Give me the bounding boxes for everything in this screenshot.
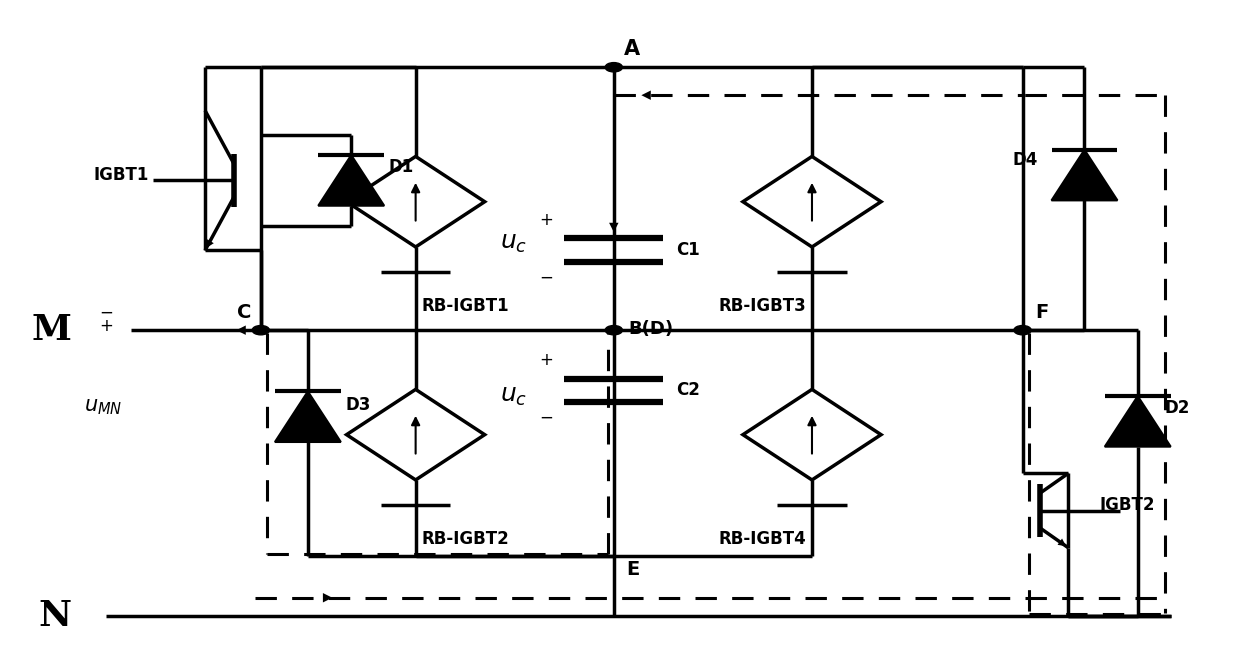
Text: $+$: $+$ (538, 211, 553, 229)
Polygon shape (319, 155, 384, 205)
Text: IGBT1: IGBT1 (94, 166, 149, 184)
Text: D4: D4 (1012, 151, 1038, 169)
Text: D3: D3 (345, 396, 371, 414)
Text: F: F (1035, 303, 1048, 322)
Text: C2: C2 (676, 382, 699, 400)
Circle shape (252, 325, 269, 335)
Text: IGBT2: IGBT2 (1100, 496, 1154, 514)
Circle shape (1014, 325, 1032, 335)
Text: RB-IGBT4: RB-IGBT4 (718, 530, 806, 548)
Circle shape (605, 325, 622, 335)
Text: $+$: $+$ (538, 351, 553, 369)
Text: RB-IGBT1: RB-IGBT1 (422, 297, 510, 315)
Text: N: N (38, 600, 71, 634)
Text: $-$: $-$ (99, 303, 113, 321)
Text: A: A (624, 39, 640, 59)
Text: $-$: $-$ (538, 267, 553, 285)
Text: B(D): B(D) (629, 320, 673, 338)
Circle shape (605, 63, 622, 72)
Text: D2: D2 (1166, 399, 1190, 417)
Text: $u_c$: $u_c$ (500, 384, 527, 408)
Text: C: C (237, 303, 250, 322)
Text: $u_{MN}$: $u_{MN}$ (83, 397, 122, 417)
Text: E: E (626, 560, 640, 580)
Polygon shape (275, 392, 341, 442)
Text: $+$: $+$ (99, 317, 113, 336)
Text: M: M (31, 313, 71, 347)
Text: RB-IGBT3: RB-IGBT3 (718, 297, 806, 315)
Polygon shape (1105, 396, 1171, 447)
Text: C1: C1 (676, 241, 699, 259)
Text: RB-IGBT2: RB-IGBT2 (422, 530, 510, 548)
Text: $-$: $-$ (538, 408, 553, 426)
Text: D1: D1 (388, 158, 414, 176)
Text: $u_c$: $u_c$ (500, 231, 527, 255)
Polygon shape (1052, 150, 1117, 200)
